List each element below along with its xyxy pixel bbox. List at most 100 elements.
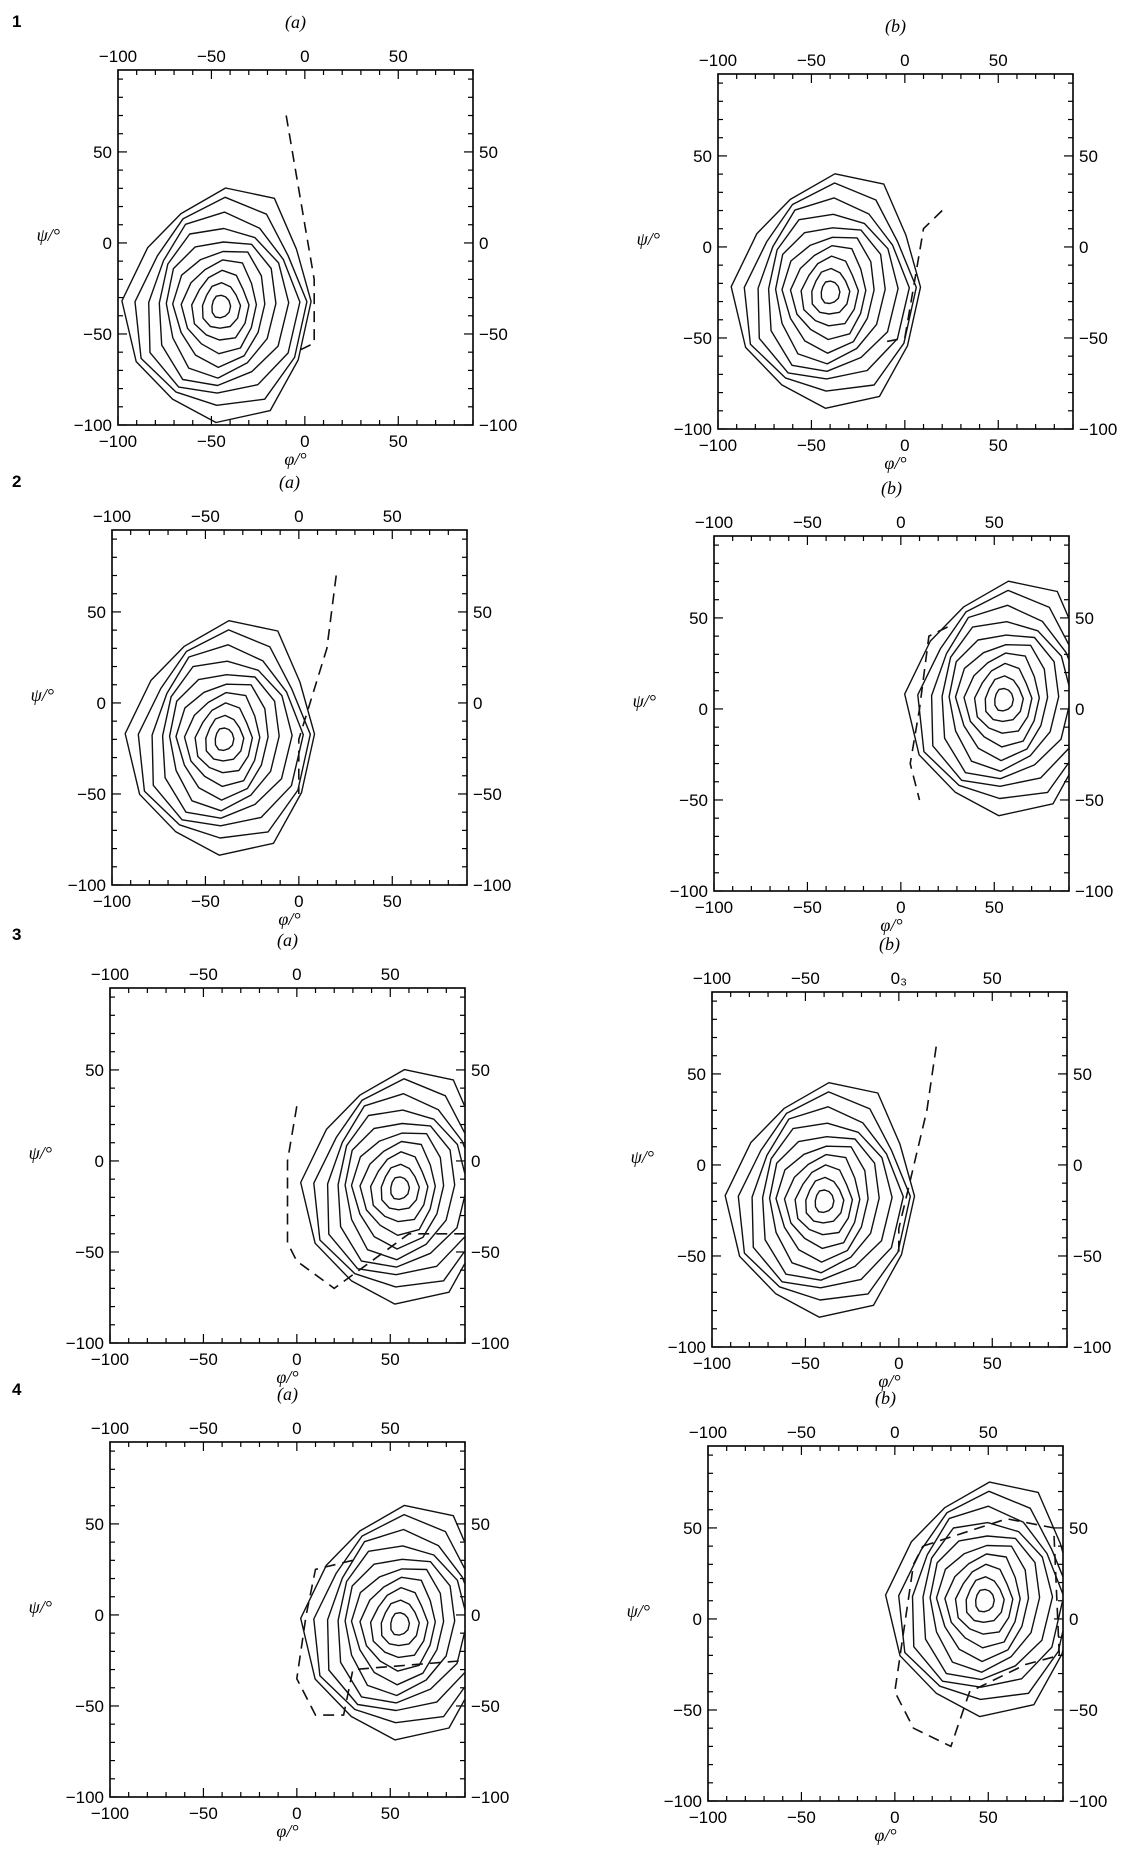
y-tick-label-right: −100 [473, 876, 511, 895]
x-tick-label-top: 50 [389, 47, 408, 66]
contour-line [344, 1558, 456, 1697]
contour-line [326, 1093, 465, 1276]
x-tick-label-bottom: 50 [381, 1804, 400, 1823]
x-tick-label-bottom: −50 [797, 436, 826, 455]
y-tick-label-right: −50 [473, 785, 502, 804]
panel-label: (b) [875, 1388, 896, 1409]
contour-line [935, 1544, 1030, 1663]
contour-line [359, 1140, 436, 1236]
contour-line [963, 652, 1040, 748]
x-tick-label-bottom: 0 [294, 892, 303, 911]
dashed-boundary [297, 575, 337, 794]
x-tick-label-top: 0 [294, 507, 303, 526]
ramachandran-plot-3a: (a) −100 −100 −50 −50 0 0 50 50 −100 −100 −50 −50 0 0 5… [29, 926, 532, 1387]
plot-frame [109, 987, 466, 1344]
contour-line [180, 259, 258, 355]
x-tick-label-top: 0 [300, 47, 309, 66]
contour-line [161, 660, 293, 819]
y-tick-label-right: 50 [473, 603, 492, 622]
x-tick-label-bottom: 50 [983, 1354, 1002, 1373]
x-tick-label-bottom: 0 [896, 898, 905, 917]
x-tick-label-top: −100 [695, 513, 733, 532]
y-tick-label-left: −50 [75, 1243, 104, 1262]
x-tick-label-top: −50 [191, 507, 220, 526]
y-tick-label-right: 50 [479, 143, 498, 162]
contour-line [789, 245, 867, 341]
dashed-boundary [909, 626, 948, 801]
contour-line [904, 580, 1069, 817]
y-tick-label-left: −50 [683, 329, 712, 348]
y-tick-label-left: −50 [75, 1697, 104, 1716]
contour-line [350, 1568, 445, 1686]
x-tick-label-bottom: −100 [99, 432, 137, 451]
contour-line [214, 727, 235, 752]
contour-line [805, 1176, 845, 1224]
x-tick-label-bottom: −100 [695, 898, 733, 917]
plot-frame [707, 1445, 1064, 1802]
y-tick-label-left: −50 [673, 1701, 702, 1720]
x-tick-label-bottom: 50 [389, 432, 408, 451]
contour-line [380, 1599, 420, 1647]
ramachandran-plot-1a: (a) −100 −100 −50 −50 0 0 50 50 −100 −100 −50 −50 0 0 5… [37, 8, 540, 469]
x-tick-label-bottom: −50 [189, 1350, 218, 1369]
y-tick-label-left: −100 [670, 882, 708, 901]
y-axis-label: ψ/° [631, 1147, 654, 1167]
x-tick-label-top: −50 [787, 1423, 816, 1442]
y-tick-label-left: −100 [74, 416, 112, 435]
plot-frame [713, 535, 1070, 892]
panel-label: (b) [885, 16, 906, 37]
y-tick-label-right: −100 [1075, 882, 1113, 901]
contour-line [774, 227, 886, 365]
y-tick-label-right: −100 [471, 1788, 509, 1807]
contour-line [757, 197, 910, 380]
x-tick-label-bottom: 50 [989, 436, 1008, 455]
x-tick-label-bottom: −100 [91, 1804, 129, 1823]
x-tick-label-bottom: 50 [383, 892, 402, 911]
x-tick-label-top: −50 [189, 965, 218, 984]
contour-line [134, 196, 308, 406]
y-tick-label-left: 0 [697, 1156, 706, 1175]
y-tick-label-right: 50 [1075, 609, 1094, 628]
y-tick-label-left: −100 [66, 1788, 104, 1807]
plot-frame [711, 991, 1068, 1348]
contour-line [783, 1153, 861, 1250]
y-tick-label-right: 0 [471, 1152, 480, 1171]
y-tick-label-left: 0 [103, 234, 112, 253]
contour-line [794, 1164, 854, 1236]
contour-line [973, 662, 1033, 734]
contour-line [168, 674, 280, 812]
contour-group [286, 1068, 465, 1305]
x-axis-label: φ/° [878, 1371, 900, 1391]
y-tick-label-right: 0 [471, 1606, 480, 1625]
contour-line [767, 213, 899, 372]
x-tick-label-bottom: −100 [699, 436, 737, 455]
panel-label: (a) [279, 472, 300, 493]
contour-line [730, 173, 922, 409]
y-tick-label-left: 50 [689, 609, 708, 628]
y-tick-label-right: −50 [1069, 1701, 1098, 1720]
x-tick-label-top: −50 [791, 969, 820, 988]
contour-line [768, 1136, 880, 1274]
y-axis-label: ψ/° [31, 685, 54, 705]
contour-line [158, 227, 290, 387]
contour-line [175, 683, 269, 801]
contour-line [151, 644, 304, 827]
y-axis-label: ψ/° [637, 229, 660, 249]
y-tick-label-left: 50 [85, 1515, 104, 1534]
contour-line [359, 1576, 436, 1672]
x-axis-label: φ/° [276, 1367, 298, 1387]
row-label-1: 1 [12, 12, 22, 31]
x-tick-label-top: 50 [985, 513, 1004, 532]
y-tick-label-right: 50 [1069, 1519, 1088, 1538]
contour-line [800, 255, 860, 327]
panel-label: (a) [285, 12, 306, 33]
contour-line [211, 294, 232, 319]
contour-line [337, 1109, 465, 1268]
x-tick-label-top: −100 [91, 1419, 129, 1438]
x-tick-label-top: −100 [99, 47, 137, 66]
row-label-4: 4 [12, 1380, 22, 1399]
contour-line [911, 1505, 1063, 1688]
contour-line [313, 1513, 465, 1724]
contour-line [205, 714, 245, 762]
contour-line [930, 604, 1069, 787]
